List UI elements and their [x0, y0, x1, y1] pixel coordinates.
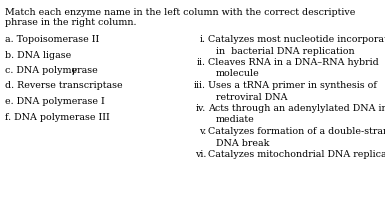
Text: Catalyzes mitochondrial DNA replication: Catalyzes mitochondrial DNA replication — [208, 150, 385, 159]
Text: Uses a tRNA primer in synthesis of: Uses a tRNA primer in synthesis of — [208, 81, 377, 90]
Text: a. Topoisomerase II: a. Topoisomerase II — [5, 35, 99, 44]
Text: Acts through an adenylylated DNA inter-: Acts through an adenylylated DNA inter- — [208, 104, 385, 113]
Text: Catalyzes formation of a double-strand: Catalyzes formation of a double-strand — [208, 127, 385, 136]
Text: DNA break: DNA break — [216, 139, 270, 147]
Text: vi.: vi. — [195, 150, 206, 159]
Text: ii.: ii. — [197, 58, 206, 67]
Text: e. DNA polymerase I: e. DNA polymerase I — [5, 97, 105, 106]
Text: Cleaves RNA in a DNA–RNA hybrid: Cleaves RNA in a DNA–RNA hybrid — [208, 58, 379, 67]
Text: d. Reverse transcriptase: d. Reverse transcriptase — [5, 82, 123, 91]
Text: in  bacterial DNA replication: in bacterial DNA replication — [216, 46, 355, 55]
Text: molecule: molecule — [216, 69, 260, 78]
Text: i.: i. — [200, 35, 206, 44]
Text: Catalyzes most nucleotide incorporations: Catalyzes most nucleotide incorporations — [208, 35, 385, 44]
Text: b. DNA ligase: b. DNA ligase — [5, 51, 71, 59]
Text: iii.: iii. — [194, 81, 206, 90]
Text: γ: γ — [70, 66, 76, 75]
Text: iv.: iv. — [196, 104, 206, 113]
Text: f. DNA polymerase III: f. DNA polymerase III — [5, 112, 110, 122]
Text: mediate: mediate — [216, 116, 255, 124]
Text: Match each enzyme name in the left column with the correct descriptive: Match each enzyme name in the left colum… — [5, 8, 355, 17]
Text: c. DNA polymerase: c. DNA polymerase — [5, 66, 101, 75]
Text: retroviral DNA: retroviral DNA — [216, 93, 288, 101]
Text: phrase in the right column.: phrase in the right column. — [5, 18, 137, 27]
Text: v.: v. — [199, 127, 206, 136]
